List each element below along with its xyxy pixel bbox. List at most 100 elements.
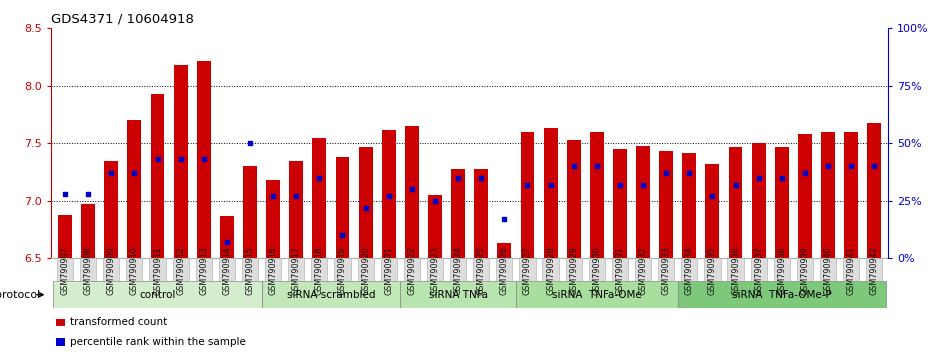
- Bar: [53, 281, 261, 308]
- Bar: [521, 132, 535, 258]
- Bar: [126, 258, 142, 281]
- Bar: [81, 204, 95, 258]
- Bar: [498, 244, 512, 258]
- Text: siRNA scrambled: siRNA scrambled: [286, 290, 375, 300]
- Point: [451, 175, 466, 181]
- Text: GSM790939: GSM790939: [801, 246, 809, 295]
- Bar: [289, 161, 303, 258]
- Bar: [497, 258, 512, 281]
- Bar: [636, 145, 650, 258]
- Bar: [704, 258, 721, 281]
- Point: [751, 175, 766, 181]
- Bar: [80, 258, 96, 281]
- Bar: [266, 180, 280, 258]
- Bar: [451, 169, 465, 258]
- Text: GSM790914: GSM790914: [222, 246, 232, 295]
- Bar: [312, 138, 326, 258]
- Text: siRNA  TNFa-OMe-P: siRNA TNFa-OMe-P: [732, 290, 831, 300]
- Bar: [427, 258, 443, 281]
- Text: GSM790928: GSM790928: [546, 246, 555, 295]
- Text: GSM790935: GSM790935: [708, 246, 717, 295]
- Text: GSM790926: GSM790926: [499, 246, 509, 295]
- Text: GSM790919: GSM790919: [338, 246, 347, 295]
- Point: [219, 239, 234, 245]
- Text: GSM790913: GSM790913: [199, 246, 208, 295]
- Bar: [706, 164, 720, 258]
- Point: [775, 175, 790, 181]
- Point: [497, 216, 512, 222]
- Bar: [565, 258, 582, 281]
- Point: [520, 182, 535, 188]
- Point: [613, 182, 628, 188]
- Bar: [728, 147, 742, 258]
- Bar: [57, 258, 73, 281]
- Text: GSM790924: GSM790924: [454, 246, 462, 295]
- Text: siRNA  TNFa-OMe: siRNA TNFa-OMe: [551, 290, 642, 300]
- Point: [543, 182, 558, 188]
- Text: protocol: protocol: [0, 290, 41, 300]
- Point: [658, 170, 673, 176]
- Point: [335, 233, 350, 238]
- Bar: [727, 258, 744, 281]
- Text: GSM790940: GSM790940: [824, 246, 832, 295]
- Bar: [635, 258, 651, 281]
- Bar: [450, 258, 466, 281]
- Point: [289, 193, 304, 199]
- Bar: [243, 166, 257, 258]
- Text: GSM790910: GSM790910: [130, 246, 139, 295]
- Text: GSM790936: GSM790936: [731, 246, 740, 295]
- Point: [682, 170, 697, 176]
- Bar: [797, 258, 813, 281]
- Point: [473, 175, 488, 181]
- Bar: [866, 258, 883, 281]
- Bar: [473, 258, 489, 281]
- Bar: [566, 140, 580, 258]
- Bar: [404, 258, 420, 281]
- Text: GSM790921: GSM790921: [384, 246, 393, 295]
- Text: GSM790920: GSM790920: [361, 246, 370, 295]
- Bar: [150, 258, 166, 281]
- Bar: [844, 258, 859, 281]
- Text: GSM790934: GSM790934: [684, 246, 694, 295]
- Point: [127, 170, 142, 176]
- Bar: [265, 258, 281, 281]
- Point: [358, 205, 373, 211]
- Bar: [288, 258, 304, 281]
- Bar: [751, 258, 766, 281]
- Bar: [542, 258, 559, 281]
- Text: GSM790927: GSM790927: [523, 246, 532, 295]
- Point: [797, 170, 812, 176]
- Text: GSM790912: GSM790912: [176, 246, 185, 295]
- Text: control: control: [140, 290, 176, 300]
- Bar: [335, 258, 351, 281]
- Bar: [774, 258, 790, 281]
- Bar: [103, 258, 119, 281]
- Text: GSM790930: GSM790930: [592, 246, 602, 295]
- Bar: [821, 132, 835, 258]
- Point: [81, 191, 96, 197]
- Text: GSM790925: GSM790925: [477, 246, 485, 295]
- Bar: [104, 161, 118, 258]
- Text: GSM790916: GSM790916: [269, 246, 278, 295]
- Bar: [589, 258, 605, 281]
- Bar: [474, 169, 488, 258]
- Text: GSM790931: GSM790931: [616, 246, 624, 295]
- Bar: [219, 258, 235, 281]
- Bar: [519, 258, 536, 281]
- Bar: [357, 258, 374, 281]
- Text: GSM790917: GSM790917: [292, 246, 300, 295]
- Text: GSM790941: GSM790941: [846, 246, 856, 295]
- Text: GSM790911: GSM790911: [153, 246, 162, 295]
- Bar: [173, 258, 189, 281]
- Point: [266, 193, 281, 199]
- Text: siRNA TNFa: siRNA TNFa: [429, 290, 487, 300]
- Text: transformed count: transformed count: [70, 317, 167, 327]
- Point: [104, 170, 119, 176]
- Bar: [844, 132, 858, 258]
- Bar: [612, 258, 628, 281]
- Point: [58, 191, 73, 197]
- Text: GSM790915: GSM790915: [246, 246, 255, 295]
- Text: GSM790942: GSM790942: [870, 246, 879, 295]
- Bar: [683, 153, 697, 258]
- Text: GDS4371 / 10604918: GDS4371 / 10604918: [51, 13, 194, 26]
